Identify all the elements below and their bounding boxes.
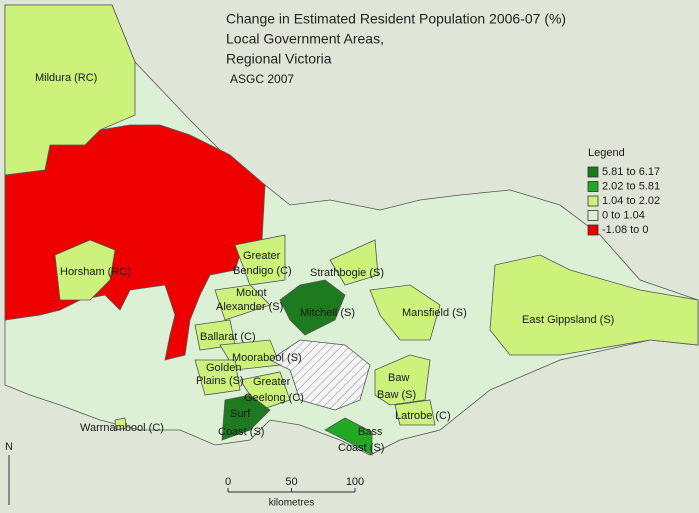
area-label: Warrnambool (C) <box>80 422 164 434</box>
region-mildura <box>4 4 136 176</box>
area-label: Baw (S) <box>377 389 416 401</box>
melbourne-excluded <box>269 339 371 411</box>
region-warrnambool <box>114 417 127 431</box>
area-label: Surf <box>230 408 251 420</box>
scale-tick-label: 100 <box>346 476 364 488</box>
area-label: Greater <box>243 250 281 262</box>
legend-label: 0 to 1.04 <box>602 209 645 221</box>
area-label: Ballarat (C) <box>200 331 256 343</box>
legend-swatch <box>587 181 599 192</box>
area-label: Mitchell (S) <box>300 307 355 319</box>
legend-swatch <box>587 210 599 221</box>
region-mitchell <box>279 279 346 336</box>
scale-tick-label: 50 <box>285 476 297 488</box>
region-mount-alexander <box>214 284 271 321</box>
area-label: Mount <box>236 287 267 299</box>
area-label: Geelong (C) <box>244 392 304 404</box>
region-baw-baw <box>374 354 431 406</box>
region-golden-plains <box>194 359 241 396</box>
scale-tick-label: 0 <box>225 476 231 488</box>
area-label: Strathbogie (S) <box>310 267 384 279</box>
area-label: East Gippsland (S) <box>522 314 614 326</box>
area-label: Bass <box>358 426 383 438</box>
legend-label: -1.08 to 0 <box>602 224 648 236</box>
region-east-gippsland <box>489 254 699 356</box>
region-bass-coast <box>324 417 373 456</box>
area-label: Alexander (S) <box>216 301 283 313</box>
legend-swatch <box>587 224 599 236</box>
area-label: Golden <box>206 362 241 374</box>
area-label: Mildura (RC) <box>35 72 97 84</box>
area-label: Mansfield (S) <box>402 307 467 319</box>
legend-label: 2.02 to 5.81 <box>602 180 660 192</box>
legend-swatch <box>587 166 599 178</box>
area-label: Plains (S) <box>196 375 244 387</box>
area-label: Latrobe (C) <box>395 410 451 422</box>
area-label: Coast (S) <box>218 426 264 438</box>
legend-swatch <box>587 195 599 207</box>
area-label: Bendigo (C) <box>233 265 292 277</box>
regions <box>4 4 699 456</box>
legend-label: 5.81 to 6.17 <box>602 166 660 178</box>
scale-unit: kilometres <box>269 498 315 509</box>
area-label: Moorabool (S) <box>232 352 302 364</box>
area-label: Baw <box>388 372 409 384</box>
source: ASGC 2007 <box>230 72 294 86</box>
area-label: Horsham (RC) <box>60 266 131 278</box>
area-label: Coast (S) <box>338 442 384 454</box>
title-line: Regional Victoria <box>226 51 332 67</box>
region-decline <box>4 124 266 361</box>
area-label: Greater <box>253 376 291 388</box>
title-line: Local Government Areas, <box>226 31 384 47</box>
region-latrobe <box>394 399 436 426</box>
legend-label: 1.04 to 2.02 <box>602 195 660 207</box>
north-label: N <box>5 441 13 453</box>
region-horsham <box>54 239 116 301</box>
legend-title: Legend <box>588 147 625 159</box>
region-surf-coast <box>221 394 271 441</box>
region-strathbogie <box>329 239 379 286</box>
region-bendigo <box>234 234 286 286</box>
region-mansfield <box>369 284 441 341</box>
title-line: Change in Estimated Resident Population … <box>226 11 566 27</box>
